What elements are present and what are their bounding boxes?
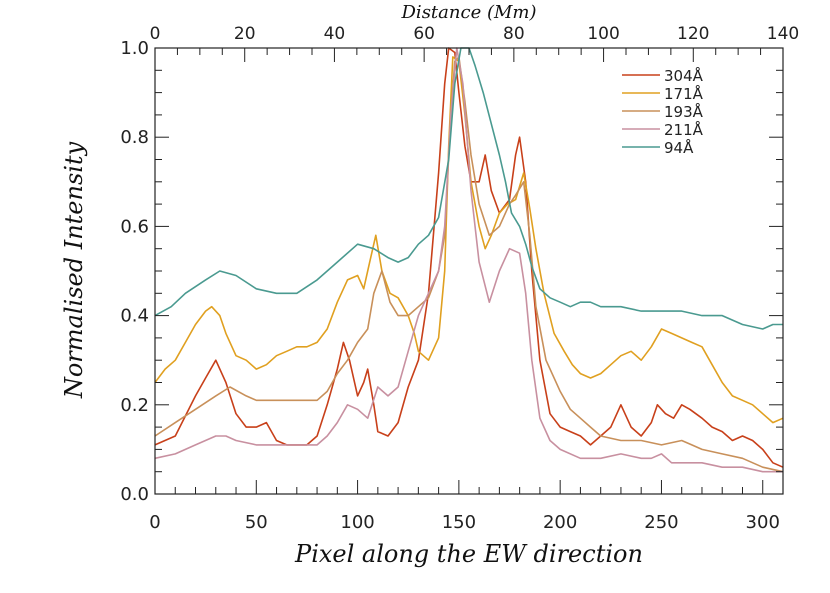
x-tick-label: 300 [746,512,780,533]
y-tick-label: 0.2 [120,395,149,416]
series-line-4 [154,47,783,330]
x-tick-label: 250 [644,512,678,533]
legend-label: 193Å [664,102,704,121]
y-tick-label: 0.6 [120,216,149,237]
x2-tick-label: 20 [234,24,256,44]
legend-label: 211Å [664,120,704,139]
y-tick-label: 1.0 [120,38,149,59]
x-tick-label: 100 [340,512,374,533]
legend-label: 94Å [664,138,694,157]
y-tick-label: 0.0 [120,484,149,505]
axis-ticks: 0 50 100 150 200 250 300 0 20 40 60 80 100 120 140 0.0 0… [120,24,799,533]
x2-tick-label: 80 [503,24,525,44]
x2-axis-title: Distance (Mm) [401,2,537,23]
x2-tick-label: 40 [324,24,346,44]
x2-tick-label: 120 [677,24,709,44]
x2-tick-label: 0 [150,24,161,44]
x2-tick-label: 100 [587,24,619,44]
y-tick-label: 0.4 [120,306,149,327]
x-tick-label: 0 [149,512,160,533]
x2-tick-label: 60 [413,24,435,44]
plot-lines [154,47,784,473]
x-tick-label: 50 [245,512,268,533]
series-line-3 [154,47,783,473]
y-tick-label: 0.8 [120,127,149,148]
x2-tick-label: 140 [767,24,799,44]
legend-label: 171Å [664,84,704,103]
x-tick-label: 200 [543,512,577,533]
legend-label: 304Å [664,66,704,85]
x-tick-label: 150 [442,512,476,533]
x-axis-title: Pixel along the EW direction [294,540,643,568]
y-axis-title: Normalised Intensity [60,141,88,399]
